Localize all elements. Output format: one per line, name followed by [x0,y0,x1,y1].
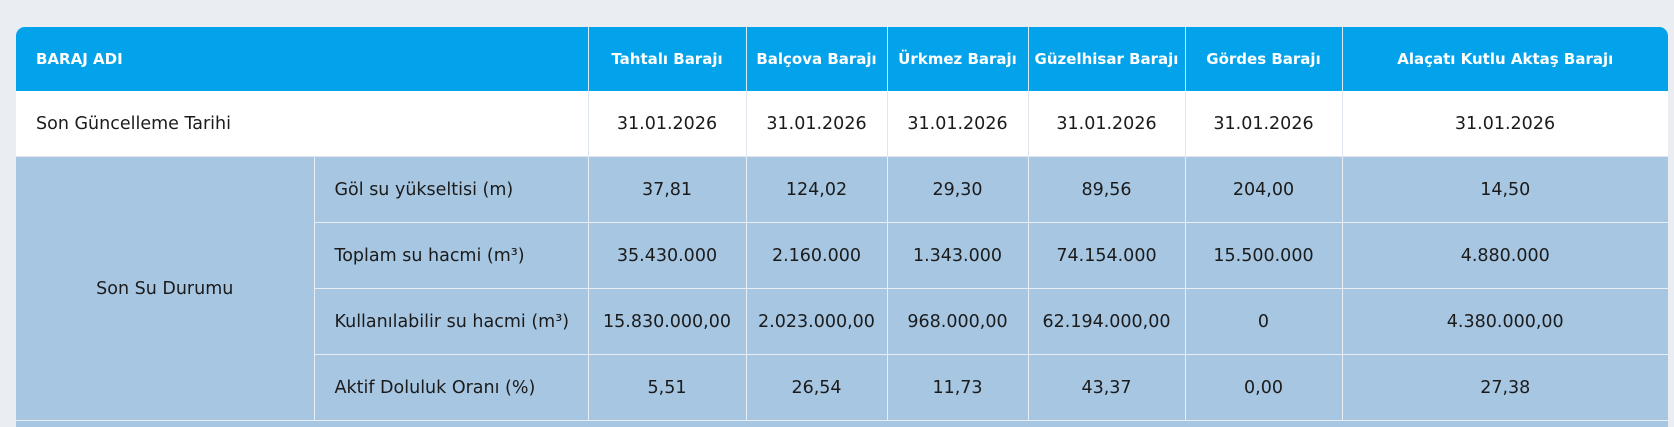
dam-header-guzelhisar: Güzelhisar Barajı [1028,27,1186,91]
table-cell: 1.343.000 [887,222,1029,289]
metric-label: Toplam su hacmi (m³) [314,222,589,289]
table-cell: 62.194.000,00 [1028,288,1186,355]
table-cell: 2.160.000 [746,222,888,289]
table-cell: 35.430.000 [588,222,747,289]
table-cell: 89,56 [1028,156,1186,223]
table-cell: 26,54 [746,354,888,421]
table-row: Son Su Durumu Göl su yükseltisi (m) 37,8… [16,156,1668,421]
table-cell: 204,00 [1185,156,1343,223]
table-cell: 31.01.2026 [588,91,747,157]
table-cell: 2.023.000,00 [746,288,888,355]
table-cell: 968.000,00 [887,288,1029,355]
table-cell: 11,73 [887,354,1029,421]
metric-label: Kullanılabilir su hacmi (m³) [314,288,589,355]
last-update-label: Son Güncelleme Tarihi [16,91,589,157]
table-cell: 0 [1185,288,1343,355]
table-row: Toplam su hacmi (m³) 35.430.000 2.160.00… [16,222,1668,289]
table-cell: 27,38 [1342,354,1668,421]
table-row: Aktif Doluluk Oranı (%) 5,51 26,54 11,73… [16,354,1668,421]
metric-label: Aktif Doluluk Oranı (%) [314,354,589,421]
table-cell: 14,50 [1342,156,1668,223]
table-cell: 29,30 [887,156,1029,223]
dam-name-header: BARAJ ADI [16,27,589,91]
table-cell: 74.154.000 [1028,222,1186,289]
table-cell: 4.880.000 [1342,222,1668,289]
dam-status-card: BARAJ ADI Tahtalı Barajı Balçova Barajı … [16,27,1668,427]
table-row: Kullanılabilir su hacmi (m³) 15.830.000,… [16,288,1668,355]
table-header-row: BARAJ ADI Tahtalı Barajı Balçova Barajı … [16,27,1668,91]
dam-header-urkmez: Ürkmez Barajı [887,27,1029,91]
table-cell: 4.380.000,00 [1342,288,1668,355]
table-cell: 43,37 [1028,354,1186,421]
table-cell: 31.01.2026 [746,91,888,157]
table-cell: 31.01.2026 [1028,91,1186,157]
dam-header-balcova: Balçova Barajı [746,27,888,91]
table-cell: 31.01.2026 [1185,91,1343,157]
table-cell: 0,00 [1185,354,1343,421]
table-cell: 124,02 [746,156,888,223]
metric-label: Göl su yükseltisi (m) [314,156,589,223]
table-cell: 31.01.2026 [887,91,1029,157]
dam-header-alacati: Alaçatı Kutlu Aktaş Barajı [1342,27,1668,91]
table-cell: 15.500.000 [1185,222,1343,289]
dam-header-gordes: Gördes Barajı [1185,27,1343,91]
last-update-row: Son Güncelleme Tarihi 31.01.2026 31.01.2… [16,91,1668,157]
dam-status-table: BARAJ ADI Tahtalı Barajı Balçova Barajı … [16,27,1668,421]
dam-header-tahtali: Tahtalı Barajı [588,27,747,91]
table-cell: 37,81 [588,156,747,223]
table-cell: 15.830.000,00 [588,288,747,355]
water-status-group-label: Son Su Durumu [16,156,315,421]
table-cell: 31.01.2026 [1342,91,1668,157]
table-cell: 5,51 [588,354,747,421]
